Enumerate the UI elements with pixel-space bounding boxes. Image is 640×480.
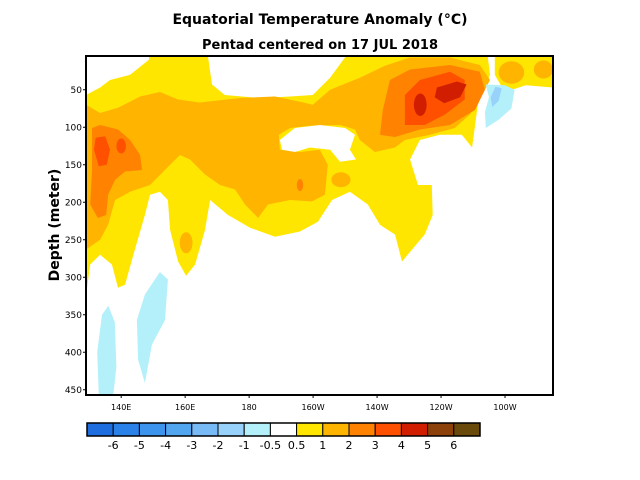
colorbar-swatch <box>453 422 481 437</box>
colorbar: -6 -5 -4 -3 -2 -1 -0.5 0.5 1 2 3 4 5 6 <box>86 422 481 452</box>
x-tick-label: 140W <box>365 403 388 412</box>
colorbar-swatch <box>374 422 402 437</box>
colorbar-swatch <box>243 422 271 437</box>
colorbar-swatch <box>427 422 455 437</box>
colorbar-swatch <box>86 422 114 437</box>
colorbar-label: -6 <box>108 439 119 452</box>
colorbar-label: 3 <box>372 439 379 452</box>
contour-region <box>136 272 168 383</box>
y-axis-label: Depth (meter) <box>47 169 63 282</box>
colorbar-frame <box>86 422 481 437</box>
colorbar-swatch <box>348 422 376 437</box>
contour-region <box>179 232 193 254</box>
x-axis: 140E 160E 180 160W 140W 120W 100W <box>111 395 517 412</box>
contour-region <box>97 305 117 395</box>
y-tick-label: 450 <box>65 386 82 396</box>
colorbar-swatch <box>269 422 298 437</box>
contour-region <box>498 61 525 84</box>
plot-frame <box>85 55 554 396</box>
contour-region <box>279 125 356 162</box>
contour-region <box>94 136 110 167</box>
colorbar-swatch <box>400 422 429 437</box>
colorbar-swatch <box>112 422 140 437</box>
contour-region <box>116 138 126 154</box>
colorbar-swatch <box>138 422 167 437</box>
colorbar-label: -1 <box>239 439 250 452</box>
colorbar-label: -5 <box>134 439 145 452</box>
contour-regions <box>86 56 553 395</box>
y-axis: 50 100 150 200 250 300 350 400 450 <box>65 86 86 396</box>
contour-region <box>434 81 467 104</box>
y-tick-label: 350 <box>65 311 82 321</box>
contour-region <box>331 172 351 188</box>
colorbar-label: 5 <box>424 439 431 452</box>
colorbar-label: 1 <box>319 439 326 452</box>
y-tick-label: 400 <box>65 348 82 358</box>
contour-region <box>533 60 553 79</box>
chart-subtitle: Pentad centered on 17 JUL 2018 <box>202 38 438 53</box>
colorbar-label: 0.5 <box>288 439 306 452</box>
colorbar-swatch <box>191 422 219 437</box>
y-tick-label: 50 <box>71 86 83 96</box>
contour-region <box>296 179 304 191</box>
colorbar-label: 2 <box>346 439 353 452</box>
x-tick-label: 180 <box>241 403 256 412</box>
chart-title: Equatorial Temperature Anomaly (°C) <box>172 12 467 28</box>
contour-region <box>413 93 427 116</box>
y-tick-label: 150 <box>65 161 82 171</box>
y-tick-label: 100 <box>65 123 82 133</box>
x-tick-label: 160E <box>175 403 195 412</box>
colorbar-swatch <box>217 422 245 437</box>
colorbar-label: -0.5 <box>260 439 281 452</box>
contour-region <box>490 86 502 107</box>
colorbar-label: -3 <box>186 439 197 452</box>
colorbar-swatch <box>165 422 193 437</box>
colorbar-label: -4 <box>160 439 171 452</box>
x-tick-label: 160W <box>302 403 325 412</box>
y-tick-label: 250 <box>65 236 82 246</box>
x-tick-label: 120W <box>429 403 452 412</box>
colorbar-swatch <box>322 422 350 437</box>
y-tick-label: 300 <box>65 273 82 283</box>
x-tick-label: 100W <box>493 403 516 412</box>
x-tick-label: 140E <box>111 403 131 412</box>
colorbar-label: -2 <box>213 439 224 452</box>
y-tick-label: 200 <box>65 198 82 208</box>
colorbar-label: 4 <box>398 439 405 452</box>
colorbar-label: 6 <box>450 439 457 452</box>
colorbar-swatch <box>296 422 324 437</box>
